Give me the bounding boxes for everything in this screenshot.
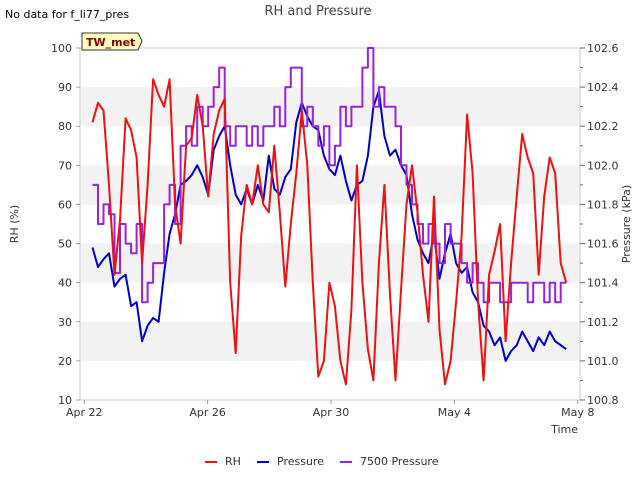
left-tick-label: 30 — [58, 316, 72, 329]
series-lines — [91, 47, 568, 386]
y-axis-label-right: Pressure (kPa) — [620, 185, 633, 263]
x-axis: Apr 22 Apr 26 Apr 30 May 4 May 8 — [66, 400, 594, 419]
right-tick-label: 101.6 — [587, 238, 619, 251]
x-tick-label: May 8 — [561, 406, 594, 419]
right-tick-label: 100.8 — [587, 394, 619, 407]
left-tick-label: 100 — [51, 42, 72, 55]
site-badge-shape — [81, 32, 143, 51]
right-tick-label: 102.0 — [587, 159, 619, 172]
grid-band — [80, 87, 580, 127]
x-tick-label: Apr 22 — [66, 406, 103, 419]
chart-title: RH and Pressure — [264, 4, 371, 19]
right-tick-label: 102.4 — [587, 81, 619, 94]
right-tick-label: 102.2 — [587, 120, 619, 133]
right-tick-label: 101.8 — [587, 198, 619, 211]
left-axis: 10 20 30 40 50 60 70 80 90 100 — [51, 42, 80, 407]
left-tick-label: 90 — [58, 81, 72, 94]
legend-label: Pressure — [277, 455, 324, 468]
right-tick-label: 101.2 — [587, 316, 619, 329]
grid-band — [80, 165, 580, 205]
left-tick-label: 70 — [58, 159, 72, 172]
right-axis: 100.8 101.0 101.2 101.4 101.6 101.8 102.0 102.2… — [580, 42, 619, 407]
grid-bands — [80, 87, 580, 361]
y-axis-label-left: RH (%) — [8, 205, 21, 243]
left-tick-label: 40 — [58, 277, 72, 290]
x-tick-label: Apr 30 — [313, 406, 350, 419]
site-badge: TW_met — [81, 32, 143, 51]
x-tick-label: May 4 — [438, 406, 471, 419]
left-tick-label: 60 — [58, 198, 72, 211]
left-tick-label: 50 — [58, 238, 72, 251]
left-tick-label: 20 — [58, 355, 72, 368]
series-line-7500-pressure — [92, 47, 567, 304]
no-data-note: No data for f_li77_pres — [5, 8, 129, 21]
x-tick-label: Apr 26 — [189, 406, 226, 419]
right-tick-label: 101.0 — [587, 355, 619, 368]
x-axis-label: Time — [550, 423, 578, 436]
right-tick-label: 101.4 — [587, 277, 619, 290]
series-line-pressure — [91, 90, 567, 362]
right-tick-label: 102.6 — [587, 42, 619, 55]
left-tick-label: 10 — [58, 394, 72, 407]
left-tick-label: 80 — [58, 120, 72, 133]
legend-label: RH — [225, 455, 241, 468]
series-line-rh — [91, 78, 568, 386]
site-badge-label: TW_met — [86, 36, 135, 49]
legend-label: 7500 Pressure — [360, 455, 439, 468]
legend: RH Pressure 7500 Pressure — [205, 455, 439, 468]
